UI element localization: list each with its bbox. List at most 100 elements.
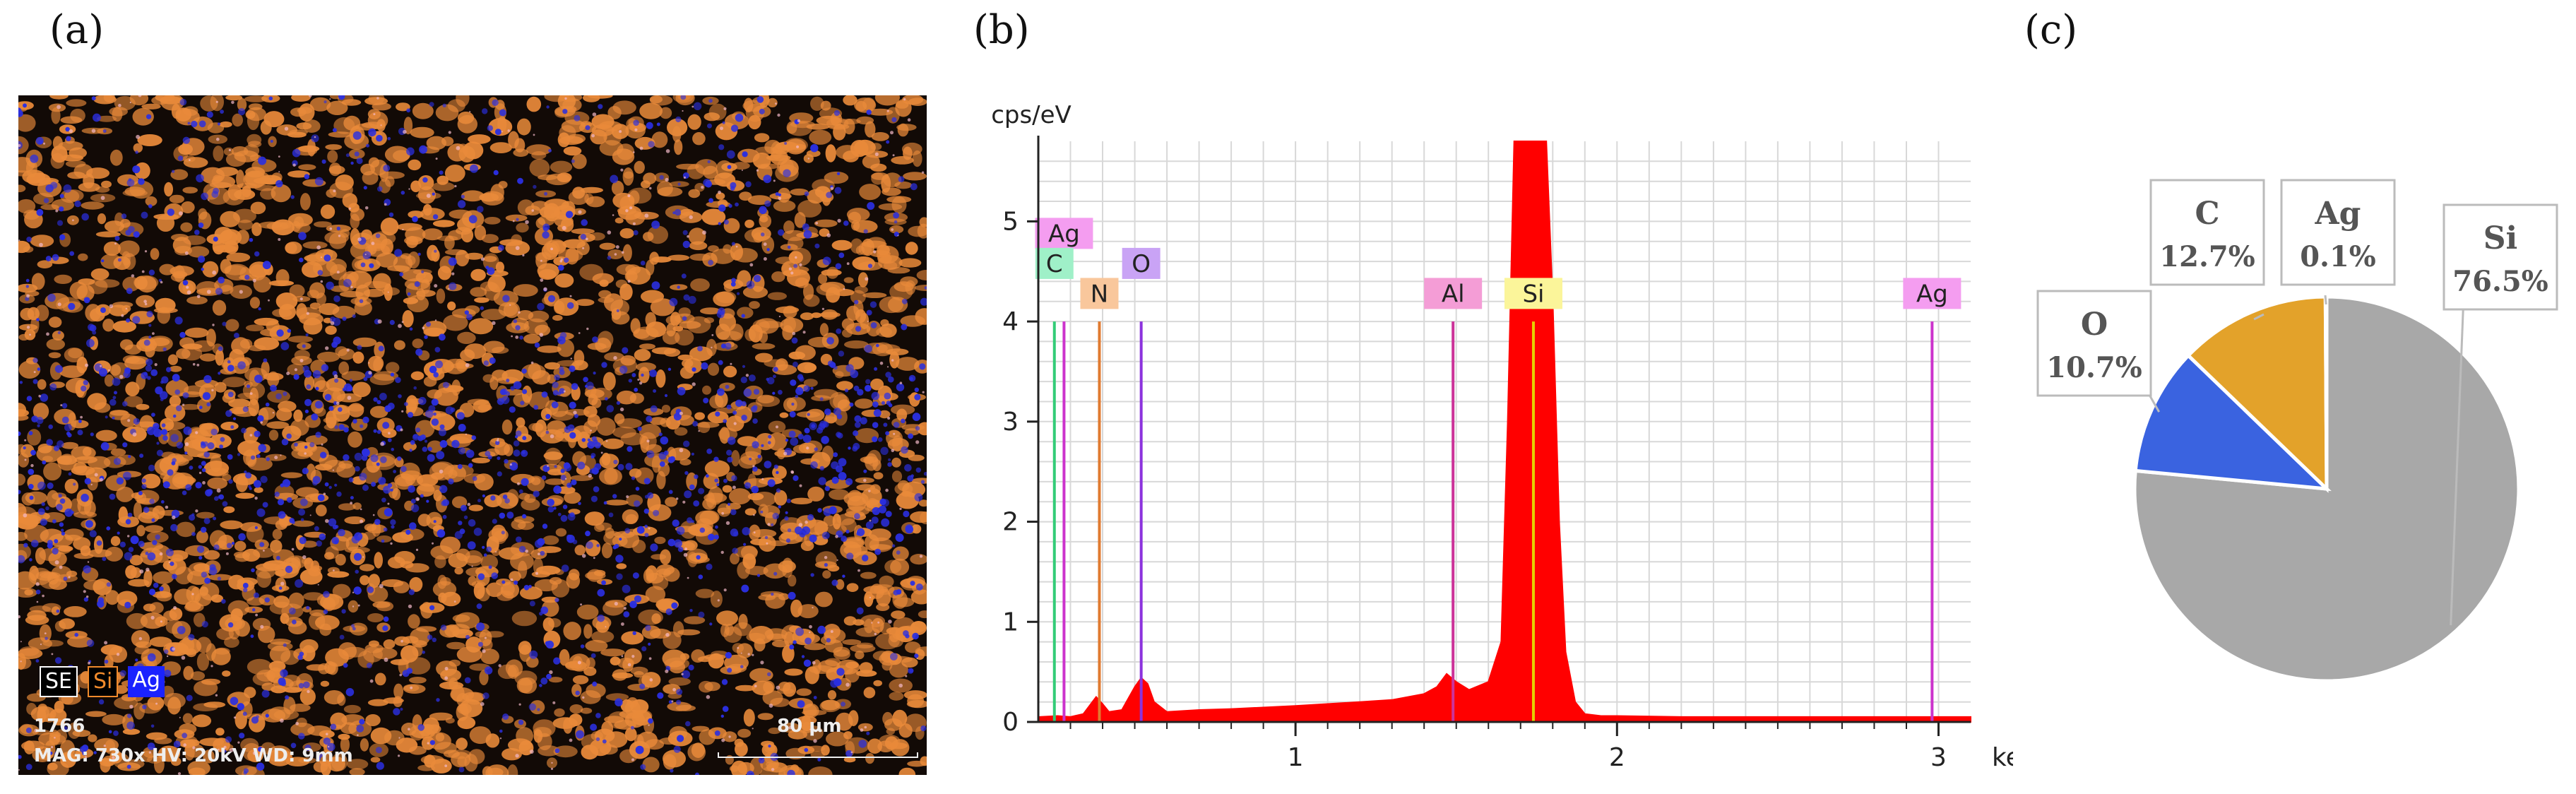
ag-grain	[141, 372, 148, 379]
ag-grain	[590, 723, 598, 731]
ag-grain	[304, 174, 309, 179]
ag-grain	[693, 102, 702, 110]
ag-grain	[371, 482, 376, 487]
si-grain	[25, 615, 49, 625]
highlight-grain	[720, 126, 723, 131]
si-grain	[891, 610, 906, 620]
ag-grain	[254, 430, 261, 437]
highlight-grain	[550, 434, 554, 439]
si-grain	[422, 228, 443, 241]
ag-grain	[768, 434, 772, 439]
si-grain	[245, 324, 265, 332]
si-grain	[825, 479, 850, 490]
si-grain	[843, 731, 853, 740]
highlight-grain	[116, 653, 120, 656]
ag-grain	[689, 484, 695, 490]
si-grain	[184, 603, 204, 612]
si-grain	[523, 318, 548, 336]
ag-grain	[866, 109, 872, 115]
pie-slice-c	[2185, 295, 2329, 493]
si-grain	[855, 651, 865, 660]
si-grain	[612, 148, 635, 165]
highlight-grain	[57, 105, 61, 109]
ag-grain	[124, 552, 133, 561]
si-grain	[145, 196, 158, 206]
ag-grain	[634, 595, 642, 603]
ag-grain	[634, 500, 641, 507]
si-grain	[880, 622, 891, 635]
ag-grain	[36, 318, 40, 321]
ag-grain	[119, 541, 126, 547]
ag-grain	[824, 486, 830, 492]
si-grain	[199, 423, 213, 430]
ag-grain	[874, 367, 878, 371]
ag-grain	[147, 376, 151, 380]
ag-grain	[275, 179, 283, 188]
ag-grain	[517, 177, 523, 184]
ag-grain	[708, 198, 713, 203]
si-grain	[651, 613, 661, 624]
highlight-grain	[216, 137, 220, 141]
si-grain	[566, 572, 581, 589]
si-grain	[662, 649, 687, 668]
si-grain	[553, 300, 565, 314]
si-grain	[707, 362, 720, 376]
si-grain	[665, 497, 677, 507]
ag-grain	[558, 264, 564, 271]
si-grain	[752, 680, 774, 696]
si-grain	[141, 511, 155, 519]
si-grain	[580, 186, 603, 194]
highlight-grain	[119, 374, 124, 379]
si-grain	[288, 592, 304, 609]
ag-grain	[376, 400, 381, 405]
highlight-grain	[776, 685, 780, 690]
highlight-grain	[905, 675, 908, 677]
si-grain	[787, 237, 804, 250]
si-grain	[83, 173, 95, 189]
si-grain	[93, 95, 117, 105]
si-grain	[571, 228, 595, 235]
si-grain	[896, 492, 920, 509]
ag-grain	[56, 504, 63, 511]
highlight-grain	[192, 746, 196, 749]
ag-grain	[388, 212, 394, 218]
ag-grain	[122, 401, 128, 407]
highlight-grain	[18, 144, 21, 147]
ag-grain	[126, 179, 135, 187]
ag-grain	[857, 528, 865, 537]
ag-grain	[220, 437, 225, 442]
ag-grain	[283, 643, 287, 647]
si-grain	[48, 551, 67, 567]
si-grain	[240, 737, 259, 752]
highlight-grain	[573, 410, 577, 415]
ag-grain	[667, 367, 672, 371]
si-grain	[540, 408, 552, 421]
ag-grain	[901, 418, 906, 424]
si-grain	[338, 503, 356, 511]
ag-grain	[709, 622, 713, 626]
highlight-grain	[863, 478, 867, 482]
ag-grain	[146, 311, 153, 318]
si-grain	[820, 100, 831, 111]
si-grain	[88, 734, 97, 742]
si-grain	[754, 352, 773, 363]
si-grain	[458, 146, 475, 162]
highlight-grain	[183, 743, 186, 747]
ag-grain	[343, 427, 349, 433]
ag-grain	[54, 657, 62, 664]
ag-grain	[59, 194, 64, 198]
ag-grain	[393, 470, 396, 473]
ag-grain	[57, 220, 64, 226]
si-grain	[803, 283, 814, 300]
ag-grain	[251, 455, 256, 460]
ag-grain	[691, 520, 695, 523]
si-grain	[163, 610, 177, 621]
ag-grain	[741, 314, 745, 318]
highlight-grain	[517, 482, 520, 485]
ag-grain	[648, 141, 655, 148]
highlight-grain	[444, 764, 448, 767]
si-grain	[497, 591, 514, 601]
highlight-grain	[869, 519, 872, 522]
si-grain	[415, 420, 435, 438]
highlight-grain	[633, 151, 635, 153]
